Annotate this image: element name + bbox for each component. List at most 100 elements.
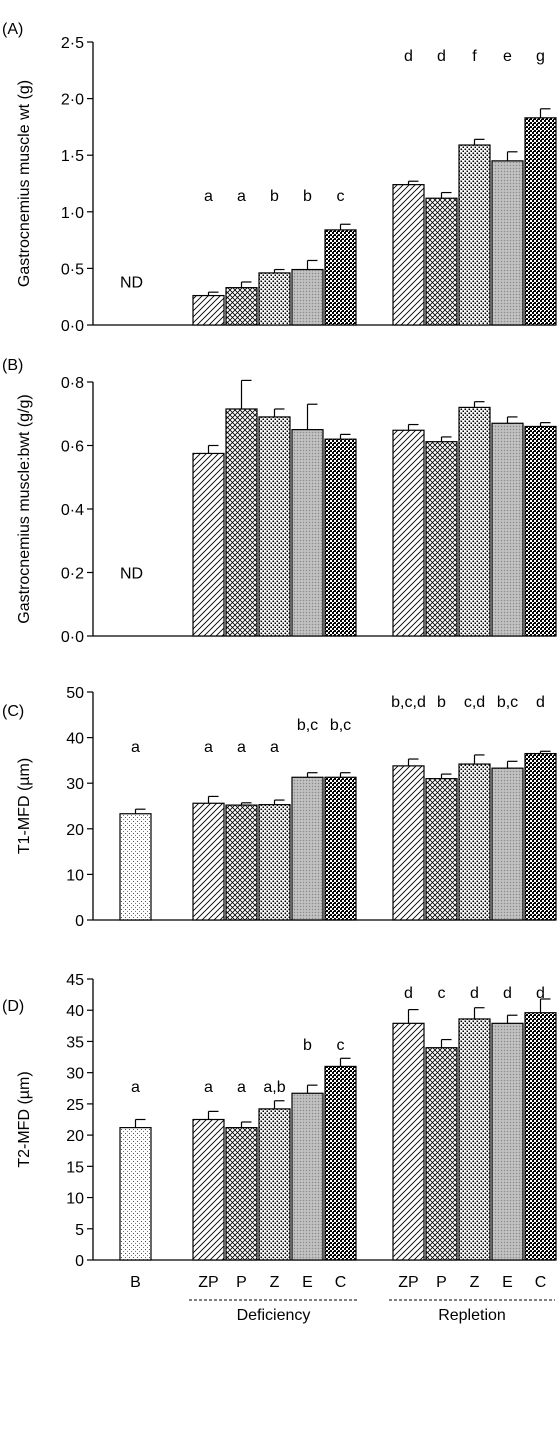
- bar-c-5: [324, 1065, 357, 1261]
- significance-letter: b,c: [297, 717, 318, 734]
- significance-letter: a: [237, 188, 246, 205]
- significance-letter: d: [536, 694, 545, 711]
- y-tick-label: 30: [66, 1066, 84, 1083]
- bar-zp-6: [392, 765, 425, 921]
- panel-b: (B) 0·0 0·2 0·4 0·6 0·8 Gastrocnemius muscle:b…: [2, 357, 557, 646]
- bar-p-2: [225, 287, 258, 326]
- bar-e-4: [291, 1092, 324, 1261]
- panel-label: (C): [2, 703, 24, 720]
- significance-letter: b: [303, 1037, 312, 1054]
- significance-letter: b,c: [330, 717, 351, 734]
- y-tick-label: 25: [66, 1097, 84, 1114]
- bar-z-8: [458, 1018, 491, 1261]
- bar-b-0: [119, 1127, 152, 1261]
- group-labels: Deficiency Repletion: [189, 1299, 555, 1324]
- bar-p-2: [225, 804, 258, 921]
- bar-zp-6: [392, 429, 425, 637]
- bar-z-3: [258, 1108, 291, 1261]
- bar-c-5: [324, 229, 357, 326]
- significance-letter: a: [131, 1079, 140, 1096]
- bar-e-9: [491, 1022, 524, 1261]
- significance-letter: d: [503, 985, 512, 1002]
- category-label: Z: [470, 1274, 480, 1291]
- significance-letter: c: [337, 1037, 345, 1054]
- y-tick-label: 10: [66, 867, 84, 884]
- y-axis-label: T2-MFD (µm): [16, 1071, 33, 1167]
- bar-e-9: [491, 160, 524, 326]
- significance-letter: d: [404, 48, 413, 65]
- bar-z-8: [458, 144, 491, 326]
- y-tick-label: 15: [66, 1159, 84, 1176]
- bar-p-2: [225, 1127, 258, 1261]
- y-tick-label: 20: [66, 822, 84, 839]
- bar-z-8: [458, 406, 491, 637]
- category-label: E: [302, 1274, 313, 1291]
- y-tick-label: 1·5: [61, 148, 84, 165]
- panel-d: (D) 0 5 10 15 20 25 30 35 40 45 T2-MFD (µm) a a a a,b b c…: [2, 972, 557, 1291]
- significance-letter: a: [270, 739, 279, 756]
- significance-letter: g: [536, 48, 545, 65]
- significance-letter: a: [204, 188, 213, 205]
- nd-label: ND: [120, 275, 143, 292]
- y-tick-label: 0·8: [61, 375, 84, 392]
- bar-p-7: [425, 441, 458, 637]
- bar-zp-1: [192, 802, 225, 921]
- y-tick-label: 40: [66, 1003, 84, 1020]
- significance-letter: a: [204, 739, 213, 756]
- significance-letter: b: [270, 188, 279, 205]
- bar-c-5: [324, 438, 357, 637]
- bar-z-8: [458, 763, 491, 921]
- significance-letter: c: [337, 188, 345, 205]
- bar-p-7: [425, 778, 458, 921]
- group-label-deficiency: Deficiency: [237, 1307, 311, 1324]
- significance-letter: a: [131, 739, 140, 756]
- significance-letter: c: [438, 985, 446, 1002]
- bar-p-2: [225, 408, 258, 637]
- bar-c-10: [524, 425, 557, 637]
- significance-letter: a: [237, 739, 246, 756]
- y-tick-label: 0·5: [61, 261, 84, 278]
- y-tick-label: 10: [66, 1191, 84, 1208]
- bar-z-3: [258, 272, 291, 326]
- y-tick-label: 0: [75, 913, 84, 930]
- bar-e-4: [291, 429, 324, 637]
- y-tick-label: 0·6: [61, 439, 84, 456]
- bar-c-10: [524, 117, 557, 326]
- group-label-repletion: Repletion: [438, 1307, 506, 1324]
- y-axis-label: T1-MFD (µm): [16, 758, 33, 854]
- y-tick-label: 45: [66, 972, 84, 989]
- significance-letter: a: [204, 1079, 213, 1096]
- bar-zp-6: [392, 1022, 425, 1261]
- panel-a: (A) 0·0 0·5 1·0 1·5 2·0 2·5 Gastrocnemius muscl…: [2, 21, 557, 335]
- y-tick-label: 30: [66, 776, 84, 793]
- panel-c: (C) 0 10 20 30 40 50 T1-MFD (µm) a a a a b,c b,c b,c,d…: [2, 685, 557, 930]
- panel-label: (D): [2, 998, 24, 1015]
- bar-zp-1: [192, 452, 225, 637]
- y-tick-label: 0·0: [61, 629, 84, 646]
- y-tick-label: 35: [66, 1034, 84, 1051]
- significance-letter: d: [437, 48, 446, 65]
- category-label: C: [335, 1274, 347, 1291]
- significance-letter: d: [404, 985, 413, 1002]
- significance-letter: a: [237, 1079, 246, 1096]
- significance-letter: d: [536, 985, 545, 1002]
- bar-zp-1: [192, 294, 225, 326]
- y-axis-label: Gastrocnemius muscle wt (g): [16, 80, 33, 287]
- y-tick-label: 2·0: [61, 92, 84, 109]
- category-label: P: [236, 1274, 247, 1291]
- significance-letter: b: [437, 694, 446, 711]
- bar-z-3: [258, 804, 291, 921]
- significance-letter: e: [503, 48, 512, 65]
- category-label: P: [436, 1274, 447, 1291]
- bar-zp-6: [392, 184, 425, 326]
- bar-e-4: [291, 776, 324, 921]
- bar-e-4: [291, 268, 324, 326]
- y-axis-label: Gastrocnemius muscle:bwt (g/g): [16, 394, 33, 623]
- y-tick-label: 40: [66, 731, 84, 748]
- y-tick-label: 5: [75, 1222, 84, 1239]
- significance-letter: b,c,d: [391, 694, 426, 711]
- bar-p-7: [425, 197, 458, 326]
- significance-letter: d: [470, 985, 479, 1002]
- y-tick-label: 0·0: [61, 318, 84, 335]
